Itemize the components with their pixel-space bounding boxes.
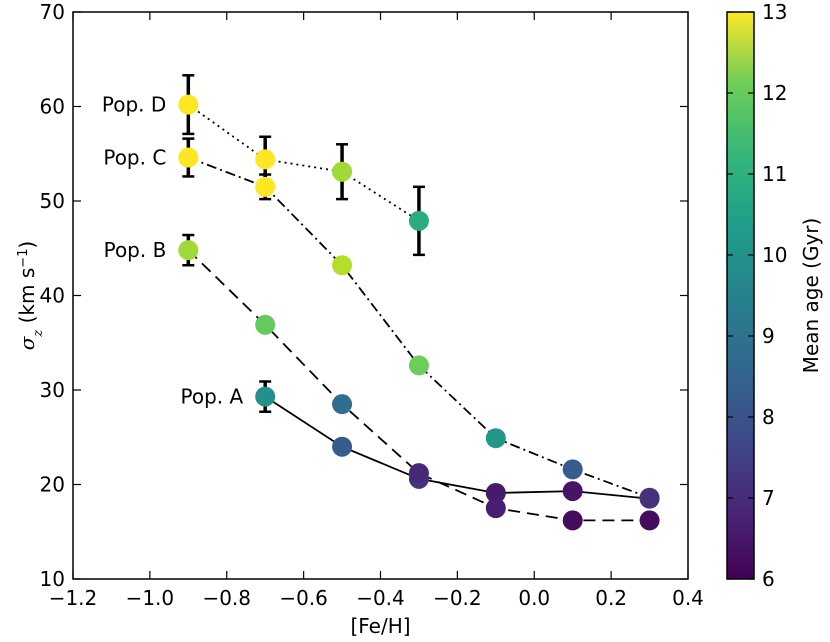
data-point-pop-b-6 [639,510,660,531]
x-tick-label: −1.2 [49,586,98,610]
population-label-pop-c: Pop. C [103,146,166,170]
x-tick-label: 0.4 [672,586,704,610]
series-line-pop-d [187,103,420,222]
y-tick-label: 20 [40,473,65,497]
data-point-pop-b-1 [255,314,276,335]
data-point-pop-c-1 [255,176,276,197]
data-point-pop-d-0 [178,94,199,115]
colorbar-tick-label: 10 [762,243,787,267]
data-point-pop-c-3 [408,355,429,376]
data-point-pop-c-6 [639,487,660,508]
colorbar [726,11,755,580]
y-axis-label-symbol: σ [15,335,39,350]
x-tick-label: 0.2 [595,586,627,610]
y-axis-label: σz (km s−1) [15,241,46,351]
data-point-pop-b-5 [562,510,583,531]
colorbar-tick-label: 9 [762,324,775,348]
population-labels: Pop. A Pop. B Pop. C Pop. D [102,93,244,409]
data-point-pop-d-1 [255,149,276,170]
colorbar-label: Mean age (Gyr) [799,218,823,374]
population-label-pop-b: Pop. B [104,238,167,262]
colorbar-tick-label: 8 [762,405,775,429]
x-axis-label: [Fe/H] [350,614,410,638]
colorbar-tick-label: 13 [762,0,787,24]
axis-tick-labels: −1.2 −1.0 −0.8 −0.6 −0.4 −0.2 0.0 0.2 0.4 10 20 30 4… [40,0,704,610]
y-axis-label-subscript: z [31,330,46,338]
data-point-pop-a-1 [332,436,353,457]
y-tick-label: 50 [40,189,65,213]
colorbar-tick-label: 11 [762,162,787,186]
data-point-pop-d-3 [408,210,429,231]
x-tick-label: −1.0 [126,586,175,610]
data-point-pop-a-0 [255,386,276,407]
y-tick-label: 70 [40,0,65,24]
x-tick-label: −0.4 [356,586,405,610]
data-point-pop-b-4 [485,498,506,519]
data-point-pop-c-0 [178,147,199,168]
x-tick-label: 0.0 [518,586,550,610]
x-tick-label: −0.2 [433,586,482,610]
y-tick-label: 30 [40,378,65,402]
data-points [178,94,660,531]
data-point-pop-b-3 [408,463,429,484]
series-lines [187,103,650,522]
series-line-pop-a [264,395,650,500]
y-axis-label-units-exponent: −1 [16,249,31,268]
colorbar-tick-label: 12 [762,81,787,105]
data-point-pop-c-5 [562,459,583,480]
data-point-pop-c-4 [485,428,506,449]
colorbar-tick-label: 7 [762,486,775,510]
colorbar-ticks: 6 7 8 9 10 11 12 13 [727,0,787,591]
data-point-pop-b-0 [178,240,199,261]
data-point-pop-b-2 [332,394,353,415]
y-tick-label: 40 [40,284,65,308]
population-label-pop-a: Pop. A [181,385,244,409]
y-tick-label: 10 [40,567,65,591]
data-point-pop-a-4 [562,481,583,502]
y-axis-label-units-close: ) [15,241,39,249]
y-tick-label: 60 [40,95,65,119]
data-point-pop-c-2 [332,255,353,276]
x-tick-label: −0.8 [202,586,251,610]
x-tick-label: −0.6 [279,586,328,610]
y-axis-label-units: (km s [15,268,39,330]
data-point-pop-a-3 [485,483,506,504]
axis-ticks [72,11,689,580]
population-label-pop-d: Pop. D [102,93,166,117]
data-point-pop-d-2 [332,161,353,182]
colorbar-tick-label: 6 [762,567,775,591]
